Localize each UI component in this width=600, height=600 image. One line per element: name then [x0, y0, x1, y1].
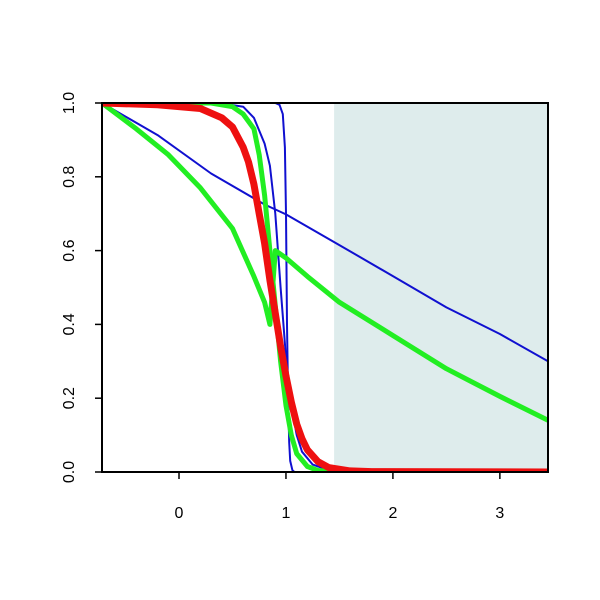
series-line-3: [102, 103, 548, 472]
series-layer: [102, 103, 548, 472]
y-tick-label-0.8: 0.8: [61, 166, 78, 188]
shaded-region-layer: [334, 103, 548, 472]
x-tick-label-0: 0: [175, 505, 184, 522]
x-tick-label-2: 2: [388, 505, 397, 522]
x-tick-label-1: 1: [282, 505, 291, 522]
plot-frame: [101, 102, 549, 473]
y-tick-label-0.0: 0.0: [61, 461, 78, 483]
x-tick-label-3: 3: [495, 505, 504, 522]
y-tick-label-1.0: 1.0: [61, 92, 78, 114]
series-line-1: [102, 103, 548, 363]
y-tick-label-0.4: 0.4: [61, 313, 78, 335]
y-axis: 0.0 0.2 0.4 0.6 0.8 1.0: [61, 92, 102, 483]
x-axis: 0 1 2 3: [175, 472, 504, 522]
shaded-region: [334, 103, 548, 472]
series-line-6: [102, 103, 548, 472]
series-line-2: [102, 103, 548, 472]
y-tick-label-0.6: 0.6: [61, 239, 78, 261]
y-tick-label-0.2: 0.2: [61, 387, 78, 409]
